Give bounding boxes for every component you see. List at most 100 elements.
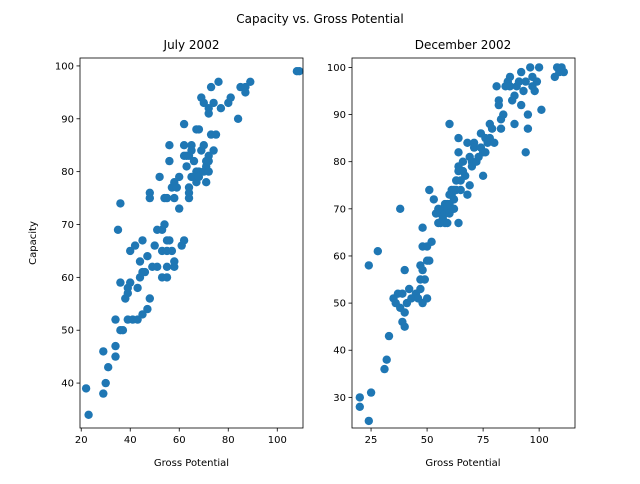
data-point (427, 237, 436, 246)
y-tick-label: 90 (61, 114, 74, 125)
y-tick-label: 50 (61, 326, 74, 337)
x-tick-label: 100 (530, 435, 549, 446)
subplot-title: July 2002 (163, 38, 220, 52)
data-point (113, 225, 123, 234)
data-point (209, 146, 218, 155)
data-point (521, 77, 530, 86)
data-point (172, 183, 181, 192)
data-point (355, 393, 364, 402)
y-tick-label: 60 (333, 251, 346, 262)
data-point (373, 247, 382, 256)
data-point (384, 331, 394, 341)
data-point (133, 283, 142, 293)
data-point (382, 355, 391, 364)
data-point (463, 138, 472, 147)
data-point (429, 195, 438, 204)
data-point (170, 262, 179, 271)
data-point (226, 93, 235, 102)
data-point (143, 252, 152, 261)
data-point (461, 171, 470, 180)
data-point (400, 308, 409, 317)
data-point (494, 100, 503, 110)
data-point (420, 275, 429, 284)
data-point (175, 204, 184, 213)
data-point (116, 199, 125, 208)
data-point (150, 241, 159, 250)
y-tick-label: 70 (61, 220, 74, 231)
data-point (81, 384, 91, 393)
data-point (458, 157, 468, 166)
data-point (295, 67, 304, 76)
data-point (499, 110, 508, 119)
y-tick-label: 100 (55, 61, 74, 72)
data-point (487, 124, 497, 133)
data-point (490, 138, 499, 147)
axes-frame (79, 57, 304, 429)
data-point (380, 364, 389, 374)
data-point (179, 236, 189, 245)
data-point (138, 236, 147, 245)
data-point (155, 172, 164, 182)
data-point (165, 141, 174, 150)
data-point (216, 104, 226, 113)
x-tick-label: 75 (477, 435, 490, 446)
y-tick-label: 30 (333, 393, 346, 404)
data-point (111, 315, 120, 324)
data-point (140, 267, 150, 277)
data-point (418, 223, 427, 232)
data-point (199, 141, 208, 150)
y-tick-label: 40 (61, 379, 74, 390)
data-point (118, 326, 128, 335)
data-point (165, 156, 174, 166)
figure-title: Capacity vs. Gross Potential (236, 12, 403, 26)
data-point (246, 77, 255, 87)
data-point (99, 347, 108, 356)
data-point (162, 273, 172, 282)
data-point (514, 77, 524, 86)
data-point (182, 162, 191, 171)
data-point (405, 284, 414, 294)
y-tick-label: 50 (333, 299, 346, 310)
y-tick-label: 40 (333, 346, 346, 357)
data-point (443, 218, 452, 228)
data-point (145, 294, 154, 303)
subplot-december-2002: December 2002 Gross Potential 25 50 75 100 3… (327, 38, 576, 469)
data-point (364, 416, 373, 426)
data-point (202, 178, 211, 187)
data-point (505, 82, 515, 91)
data-point (101, 378, 110, 388)
data-point (517, 67, 526, 77)
data-point (425, 256, 434, 265)
data-point (204, 109, 213, 118)
x-tick-label: 80 (222, 435, 235, 446)
data-point (233, 114, 243, 124)
data-point (204, 167, 213, 176)
data-point (187, 146, 196, 155)
data-point (214, 77, 223, 87)
data-point (184, 193, 194, 203)
tick-group: 25 50 75 100 30 40 50 60 70 80 90 100 (327, 63, 549, 446)
data-point (111, 341, 120, 351)
data-point (366, 388, 376, 397)
x-tick-label: 20 (75, 435, 88, 446)
data-point (445, 119, 454, 129)
data-point (519, 86, 528, 96)
y-tick-label: 90 (333, 110, 346, 121)
data-point (111, 352, 120, 361)
point-group (81, 67, 304, 419)
data-point (99, 389, 108, 398)
subplot-title: December 2002 (415, 38, 512, 52)
data-point (165, 236, 174, 245)
data-point (492, 82, 501, 91)
data-point (559, 67, 568, 77)
data-point (530, 86, 539, 96)
data-point (532, 77, 542, 86)
x-tick-label: 60 (173, 435, 186, 446)
data-point (241, 88, 250, 97)
data-point (160, 220, 169, 229)
data-point (143, 304, 152, 314)
data-point (187, 172, 196, 182)
data-point (211, 130, 221, 139)
data-point (517, 100, 526, 110)
